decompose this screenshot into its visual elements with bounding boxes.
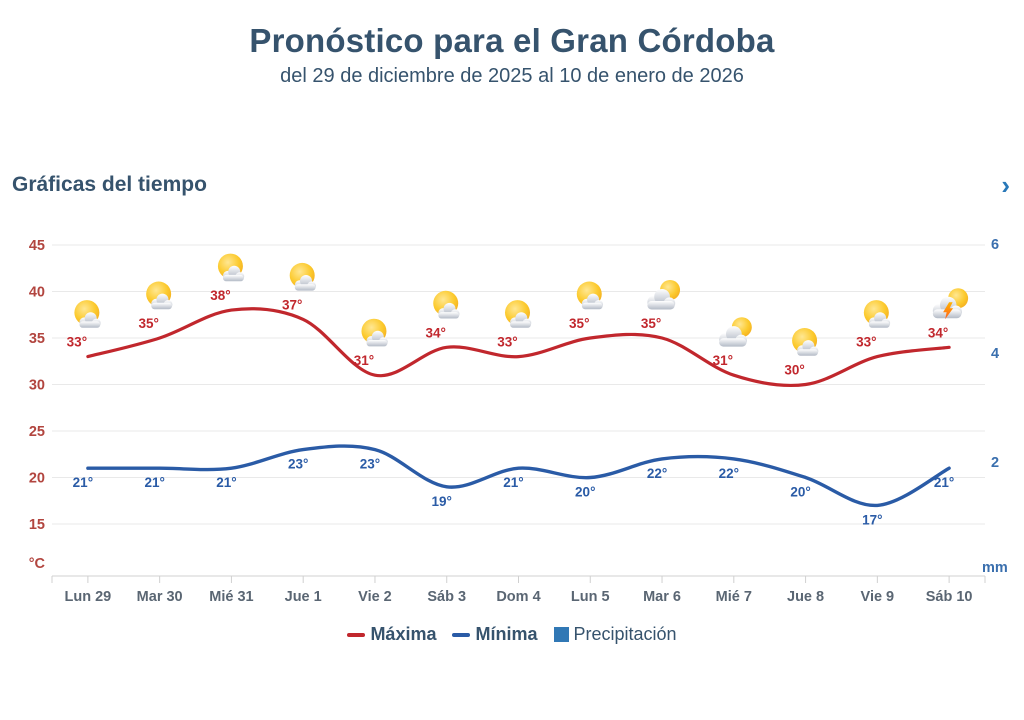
min-temp-label: 21° (144, 475, 164, 490)
legend-item-maxima: Máxima (347, 624, 436, 645)
weather-chart: 45 40 35 30 25 20 15 °C 6 4 2 mm Lun 29 Mar 30 Mié 31 J… (0, 230, 1024, 615)
max-temp-label: 31° (354, 353, 374, 368)
weather-icon-cloud-sun (647, 280, 681, 310)
x-axis-day-label: Sáb 10 (926, 589, 973, 605)
min-temp-label: 22° (719, 466, 739, 481)
legend-label-minima: Mínima (475, 624, 538, 644)
y-right-tick-label: 2 (991, 455, 999, 471)
x-axis-day-label: Sáb 3 (427, 589, 466, 605)
weather-icon-sun-cloud (863, 300, 891, 328)
y-left-tick-label: 45 (29, 238, 45, 254)
cloud-shape (366, 330, 388, 347)
y-left-tick-label: 35 (29, 331, 45, 347)
min-temp-label: 17° (862, 512, 882, 527)
y-right-tick-label: 6 (991, 237, 999, 253)
y-right-unit-label: mm (982, 560, 1008, 576)
x-axis-day-label: Vie 2 (358, 589, 392, 605)
min-temp-label: 20° (790, 485, 810, 500)
max-temp-label: 35° (569, 316, 589, 331)
x-axis-day-label: Mar 30 (137, 589, 183, 605)
weather-icon-sun-cloud (146, 281, 173, 310)
min-temp-label: 20° (575, 485, 595, 500)
min-temp-label: 19° (432, 494, 452, 509)
max-temp-label: 30° (784, 363, 804, 378)
weather-icon-sun-cloud (576, 281, 604, 310)
max-temp-label: 37° (282, 297, 302, 312)
cloud-shape (510, 312, 532, 328)
cloud-shape (294, 275, 316, 291)
max-temp-label: 35° (641, 316, 661, 331)
weather-icon-sun-cloud (505, 300, 532, 328)
temperature-chart-svg: 45 40 35 30 25 20 15 °C 6 4 2 mm Lun 29 Mar 30 Mié 31 J… (29, 237, 1008, 605)
legend-item-precipitacion: Precipitación (553, 624, 677, 645)
max-temp-label: 31° (713, 353, 733, 368)
y-left-tick-label: 30 (29, 378, 45, 394)
weather-icon-sun-cloud (217, 253, 245, 282)
page-title: Pronóstico para el Gran Córdoba (249, 22, 775, 59)
x-axis-day-label: Mié 31 (209, 589, 253, 605)
maxima-line (86, 307, 951, 388)
chart-legend: Máxima Mínima Precipitación (0, 624, 1024, 645)
min-temp-label: 21° (216, 475, 236, 490)
x-axis-day-label: Dom 4 (496, 589, 540, 605)
page-header: Pronóstico para el Gran Córdoba del 29 d… (0, 22, 1024, 88)
chevron-right-icon[interactable]: › (1001, 170, 1010, 200)
max-temp-label: 34° (928, 325, 948, 340)
y-left-tick-label: 40 (29, 285, 45, 301)
cloud-shape (647, 288, 676, 310)
minima-line (86, 444, 951, 508)
min-temp-label: 21° (73, 475, 93, 490)
x-axis-day-label: Lun 5 (571, 589, 610, 605)
section-title: Gráficas del tiempo (12, 173, 207, 196)
legend-label-maxima: Máxima (370, 624, 437, 644)
x-axis-day-label: Vie 9 (861, 589, 895, 605)
max-temp-label: 33° (497, 335, 517, 350)
minima-line-swatch (452, 632, 471, 637)
weather-icon-sun-cloud (792, 328, 819, 356)
min-temp-label: 23° (360, 457, 380, 472)
weather-icon-sun-cloud (289, 262, 316, 291)
cloud-shape (223, 265, 245, 282)
cloud-shape (79, 312, 101, 328)
y-right-tick-label: 4 (991, 346, 999, 362)
y-left-tick-label: 20 (29, 471, 45, 487)
lightning-shape (943, 302, 954, 320)
cloud-shape (797, 340, 819, 356)
weather-icon-sun-cloud (74, 300, 101, 328)
min-temp-label: 21° (934, 475, 954, 490)
max-temp-label: 33° (856, 335, 876, 350)
maxima-line-swatch (347, 632, 366, 637)
cloud-shape (438, 302, 460, 319)
legend-item-minima: Mínima (452, 624, 538, 645)
y-left-tick-label: 15 (29, 517, 45, 533)
legend-label-precipitacion: Precipitación (573, 624, 677, 644)
x-axis-day-label: Mar 6 (643, 589, 681, 605)
max-temp-label: 38° (210, 288, 230, 303)
y-left-tick-label: 25 (29, 424, 45, 440)
max-temp-label: 35° (138, 316, 158, 331)
max-temp-label: 33° (67, 335, 87, 350)
min-temp-label: 23° (288, 457, 308, 472)
x-axis-day-label: Jue 1 (285, 589, 322, 605)
max-temp-label: 34° (426, 325, 446, 340)
min-temp-label: 22° (647, 466, 667, 481)
weather-icon-storm (932, 288, 969, 320)
x-axis-day-label: Jue 8 (787, 589, 824, 605)
y-left-unit-label: °C (29, 556, 46, 572)
weather-icon-sun-cloud (361, 318, 388, 347)
x-axis-day-label: Lun 29 (65, 589, 112, 605)
cloud-shape (868, 312, 891, 328)
page-subtitle: del 29 de diciembre de 2025 al 10 de ene… (280, 65, 744, 87)
precipitacion-swatch (553, 627, 569, 642)
weather-icon-sun-cloud (433, 290, 460, 319)
cloud-shape (581, 293, 604, 310)
section-header: Gráficas del tiempo › (12, 172, 1014, 198)
weather-icon-cloud-sun (719, 317, 752, 347)
min-temp-label: 21° (503, 475, 523, 490)
x-axis-day-label: Mié 7 (716, 589, 752, 605)
cloud-shape (719, 326, 747, 347)
cloud-shape (151, 293, 173, 310)
